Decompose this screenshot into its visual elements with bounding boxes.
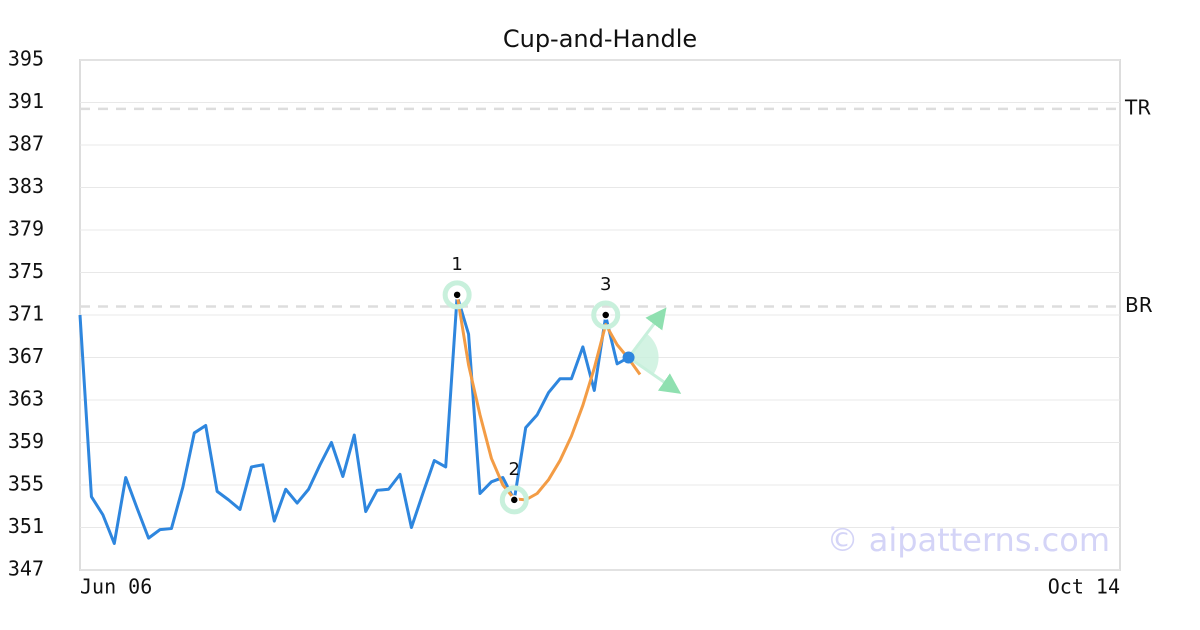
breakout-point [622,351,635,364]
pivot-point [452,290,462,300]
pivot-halo [442,280,472,310]
level-label: BR [1125,293,1153,317]
series-line [455,294,642,502]
pivot-label: 1 [451,254,462,275]
chart-title: Cup-and-Handle [503,25,697,53]
y-tick-label: 359 [8,429,44,453]
projection-arrow [627,356,682,394]
y-tick-label: 391 [8,89,44,113]
y-tick-label: 367 [8,344,44,368]
y-tick-label: 371 [8,302,44,326]
series-line [78,294,630,545]
pivot-halo [591,300,621,330]
pivot-label: 2 [509,459,520,480]
pivot-halo [499,485,529,515]
projection-wedge [628,333,659,375]
y-tick-label: 347 [8,557,44,581]
y-tick-label: 375 [8,259,44,283]
level-label: TR [1124,95,1151,119]
pivot-point [509,495,520,505]
y-tick-label: 383 [8,174,44,198]
y-tick-label: 395 [8,47,44,71]
y-tick-label: 387 [8,132,44,156]
y-tick-label: 379 [8,217,44,241]
y-tick-label: 351 [8,514,44,538]
projection-arrow [627,307,667,359]
y-tick-label: 363 [8,387,44,411]
pivot-point [600,310,611,320]
pivot-label: 3 [600,274,611,295]
watermark: © aipatterns.com [827,521,1110,559]
x-tick-label: Jun 06 [80,575,152,599]
y-tick-label: 355 [8,472,44,496]
x-tick-label: Oct 14 [1048,575,1120,599]
